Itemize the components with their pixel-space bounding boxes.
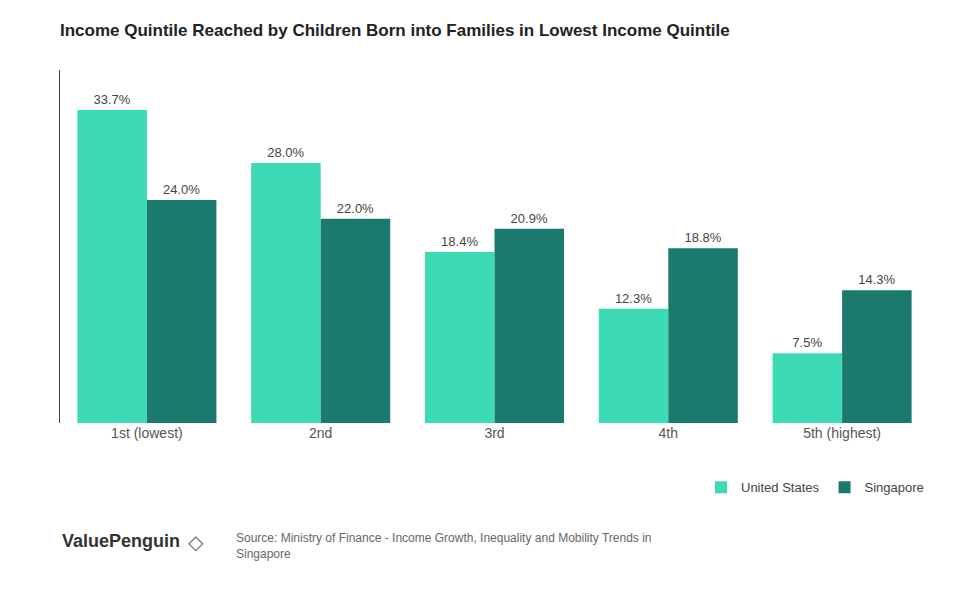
svg-text:20.9%: 20.9% [511, 211, 548, 226]
svg-text:Source: Ministry of Finance -: Source: Ministry of Finance - Income Gro… [236, 531, 652, 561]
svg-text:7.5%: 7.5% [792, 335, 822, 350]
svg-text:4th: 4th [659, 425, 678, 441]
svg-text:22.0%: 22.0% [337, 201, 374, 216]
svg-text:33.7%: 33.7% [93, 92, 130, 107]
svg-text:2nd: 2nd [309, 425, 332, 441]
svg-text:24.0%: 24.0% [163, 182, 200, 197]
svg-text:ValuePenguin: ValuePenguin [62, 531, 180, 551]
svg-text:Income Quintile Reached by Chi: Income Quintile Reached by Children Born… [60, 21, 730, 40]
svg-text:18.4%: 18.4% [441, 234, 478, 249]
svg-text:5th (highest): 5th (highest) [803, 425, 881, 441]
svg-text:14.3%: 14.3% [858, 272, 895, 287]
svg-text:3rd: 3rd [484, 425, 504, 441]
svg-text:12.3%: 12.3% [615, 291, 652, 306]
svg-text:28.0%: 28.0% [267, 145, 304, 160]
svg-text:◇: ◇ [188, 531, 204, 553]
svg-text:Singapore: Singapore [865, 480, 924, 495]
svg-text:United States: United States [741, 480, 820, 495]
svg-text:18.8%: 18.8% [684, 230, 721, 245]
svg-text:1st (lowest): 1st (lowest) [111, 425, 183, 441]
